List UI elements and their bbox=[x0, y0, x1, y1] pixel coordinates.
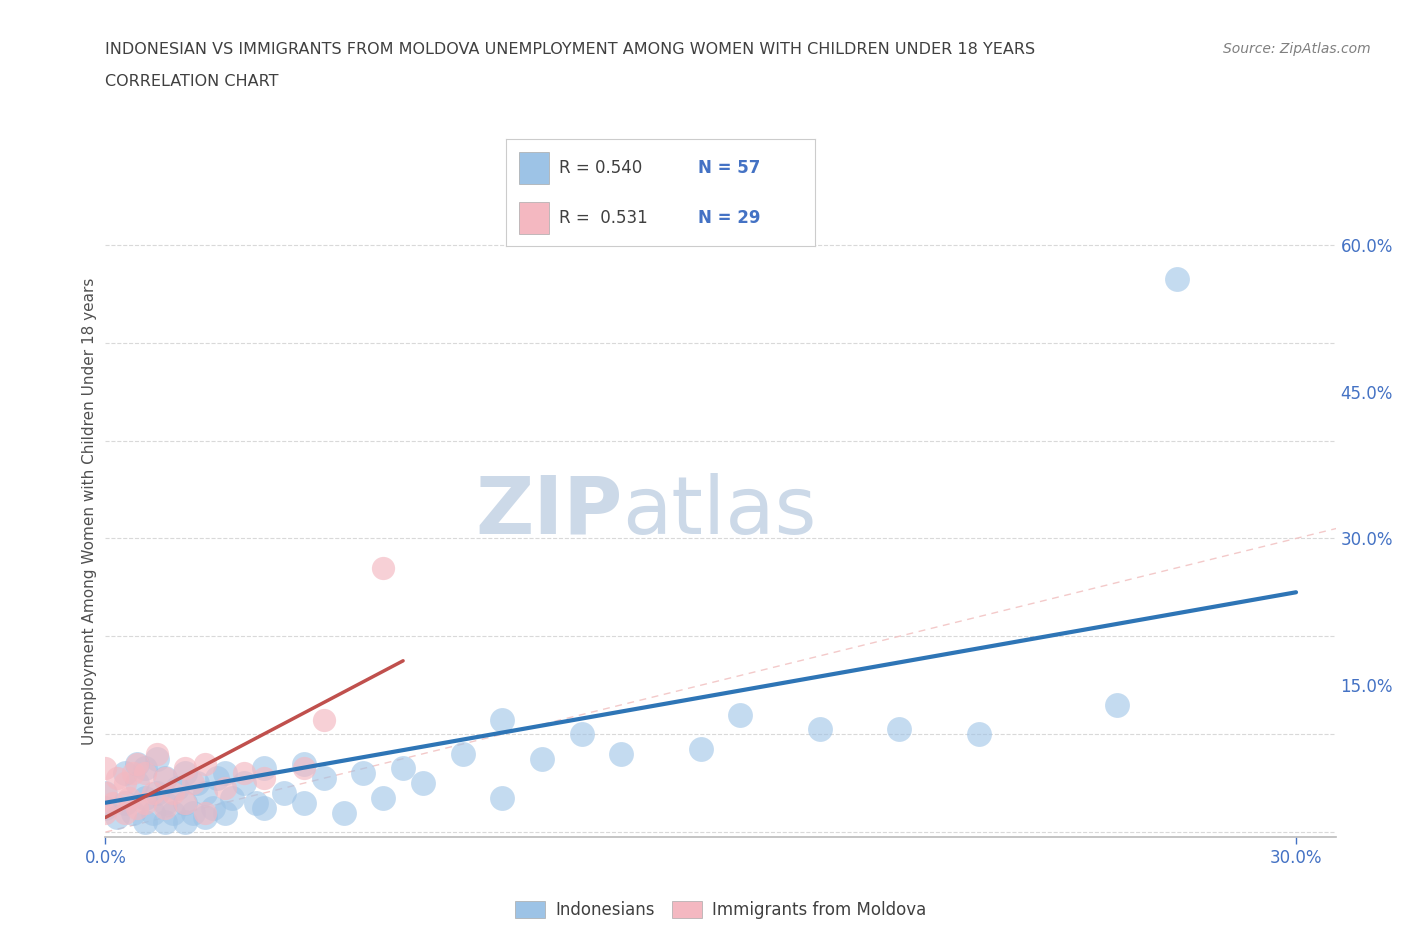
Point bbox=[332, 805, 354, 820]
Point bbox=[253, 800, 276, 815]
Point bbox=[162, 805, 184, 820]
Point bbox=[214, 780, 236, 795]
Point bbox=[122, 805, 145, 820]
Point bbox=[173, 795, 195, 810]
Point bbox=[153, 795, 176, 810]
Text: ZIP: ZIP bbox=[475, 472, 621, 551]
Point bbox=[142, 786, 165, 801]
Point bbox=[94, 800, 117, 815]
Point bbox=[352, 766, 374, 781]
Point bbox=[134, 815, 156, 830]
Point bbox=[233, 766, 256, 781]
Point bbox=[134, 790, 156, 805]
Text: Source: ZipAtlas.com: Source: ZipAtlas.com bbox=[1223, 42, 1371, 56]
Bar bbox=[519, 202, 550, 233]
Point bbox=[153, 771, 176, 786]
Point bbox=[233, 776, 256, 790]
Point bbox=[114, 766, 136, 781]
Point bbox=[214, 766, 236, 781]
Point bbox=[205, 771, 228, 786]
Point bbox=[146, 786, 169, 801]
Point bbox=[194, 756, 217, 771]
Point bbox=[571, 726, 593, 741]
Point bbox=[392, 761, 415, 776]
Point bbox=[118, 790, 141, 805]
Point bbox=[451, 747, 474, 762]
Point bbox=[94, 786, 117, 801]
Point bbox=[730, 707, 752, 722]
Legend: Indonesians, Immigrants from Moldova: Indonesians, Immigrants from Moldova bbox=[509, 894, 932, 925]
Point bbox=[292, 756, 315, 771]
Point bbox=[1107, 698, 1129, 712]
Point bbox=[114, 776, 136, 790]
Point bbox=[610, 747, 633, 762]
Point bbox=[412, 776, 434, 790]
Point bbox=[373, 561, 395, 576]
Point bbox=[146, 747, 169, 762]
Point bbox=[162, 786, 184, 801]
Point bbox=[808, 722, 831, 737]
Point bbox=[173, 766, 195, 781]
Point bbox=[194, 805, 217, 820]
Point bbox=[245, 795, 267, 810]
Point bbox=[153, 800, 176, 815]
Point bbox=[194, 786, 217, 801]
Point bbox=[134, 795, 156, 810]
Point bbox=[127, 756, 149, 771]
Point bbox=[491, 790, 513, 805]
Point bbox=[221, 790, 243, 805]
Point bbox=[114, 795, 136, 810]
Point bbox=[103, 795, 125, 810]
Point bbox=[181, 776, 204, 790]
Point bbox=[181, 805, 204, 820]
Text: N = 29: N = 29 bbox=[697, 208, 761, 227]
Point bbox=[134, 761, 156, 776]
Point bbox=[186, 776, 208, 790]
Y-axis label: Unemployment Among Women with Children Under 18 years: Unemployment Among Women with Children U… bbox=[82, 278, 97, 745]
Point bbox=[201, 800, 224, 815]
Point bbox=[292, 761, 315, 776]
Point bbox=[889, 722, 911, 737]
Point bbox=[94, 761, 117, 776]
Point bbox=[1166, 272, 1188, 286]
Point bbox=[312, 712, 335, 727]
Point bbox=[253, 771, 276, 786]
Point bbox=[94, 786, 117, 801]
Point bbox=[373, 790, 395, 805]
Text: R = 0.540: R = 0.540 bbox=[558, 159, 643, 178]
Point bbox=[142, 805, 165, 820]
Point bbox=[214, 805, 236, 820]
Point bbox=[173, 795, 195, 810]
Text: N = 57: N = 57 bbox=[697, 159, 761, 178]
Point bbox=[105, 771, 128, 786]
Point bbox=[689, 741, 711, 756]
Point bbox=[312, 771, 335, 786]
Point bbox=[967, 726, 990, 741]
Bar bbox=[519, 153, 550, 184]
Point bbox=[153, 815, 176, 830]
Point bbox=[94, 805, 117, 820]
Point bbox=[114, 805, 136, 820]
Point bbox=[173, 815, 195, 830]
Point bbox=[530, 751, 553, 766]
Point bbox=[127, 756, 149, 771]
Point bbox=[194, 810, 217, 825]
Text: CORRELATION CHART: CORRELATION CHART bbox=[105, 74, 278, 89]
Point bbox=[153, 771, 176, 786]
Point bbox=[146, 751, 169, 766]
Point bbox=[166, 780, 188, 795]
Point bbox=[105, 810, 128, 825]
Point bbox=[253, 761, 276, 776]
Point bbox=[122, 766, 145, 781]
Point bbox=[134, 766, 156, 781]
Text: atlas: atlas bbox=[621, 472, 817, 551]
Point bbox=[273, 786, 295, 801]
Text: R =  0.531: R = 0.531 bbox=[558, 208, 648, 227]
Point bbox=[127, 776, 149, 790]
Text: INDONESIAN VS IMMIGRANTS FROM MOLDOVA UNEMPLOYMENT AMONG WOMEN WITH CHILDREN UND: INDONESIAN VS IMMIGRANTS FROM MOLDOVA UN… bbox=[105, 42, 1036, 57]
Point bbox=[173, 761, 195, 776]
Point bbox=[127, 800, 149, 815]
Point bbox=[292, 795, 315, 810]
Point bbox=[491, 712, 513, 727]
